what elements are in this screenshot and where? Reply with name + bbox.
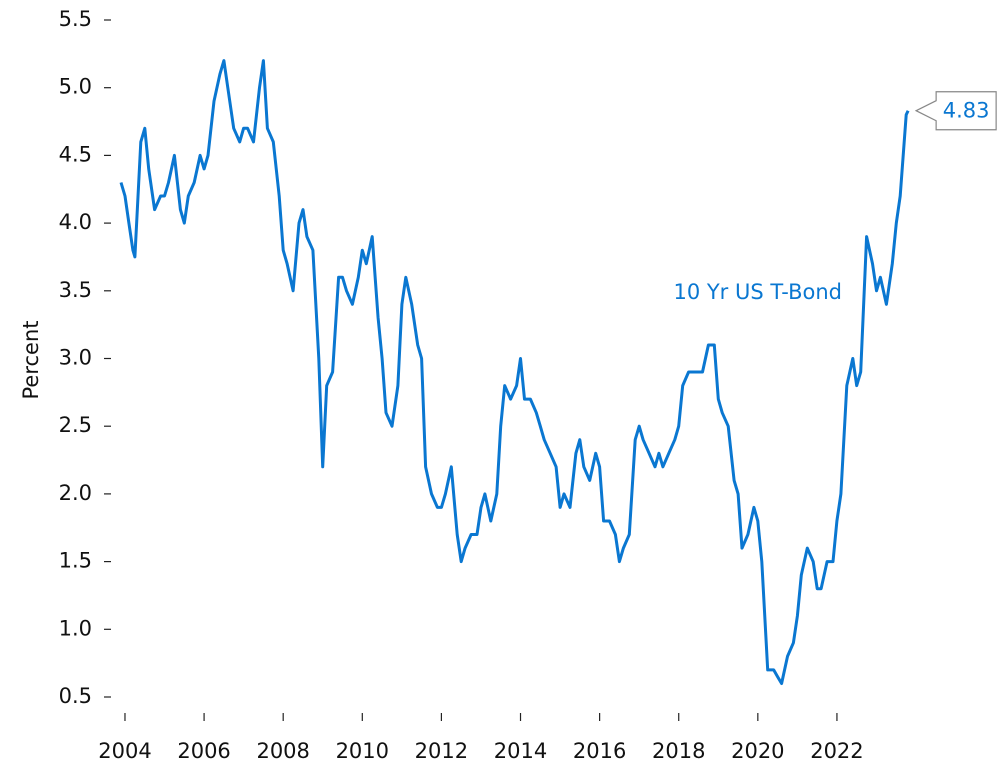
y-tick-label: 0.5 (59, 684, 92, 708)
x-tick-label: 2018 (652, 739, 705, 763)
x-tick-label: 2006 (177, 739, 230, 763)
y-tick-label: 2.5 (59, 413, 92, 437)
y-tick-label: 3.0 (59, 346, 92, 370)
x-tick-label: 2012 (415, 739, 468, 763)
y-tick-label: 1.0 (59, 616, 92, 640)
y-tick-label: 1.5 (59, 549, 92, 573)
x-tick-label: 2010 (336, 739, 389, 763)
x-tick-label: 2008 (256, 739, 309, 763)
series-line (119, 59, 910, 685)
y-tick-label: 4.5 (59, 142, 92, 166)
callout-label: 4.83 (943, 99, 990, 123)
x-tick-label: 2022 (810, 739, 863, 763)
x-tick-label: 2020 (731, 739, 784, 763)
y-tick-label: 2.0 (59, 481, 92, 505)
x-tick-label: 2004 (98, 739, 151, 763)
y-tick-label: 5.0 (59, 75, 92, 99)
y-axis-label: Percent (19, 320, 43, 399)
y-tick-label: 3.5 (59, 278, 92, 302)
x-tick-label: 2016 (573, 739, 626, 763)
callout-box (914, 91, 997, 131)
y-tick-label: 4.0 (59, 210, 92, 234)
x-tick-label: 2014 (494, 739, 547, 763)
y-tick-label: 5.5 (59, 7, 92, 31)
series-label: 10 Yr US T-Bond (673, 280, 842, 304)
